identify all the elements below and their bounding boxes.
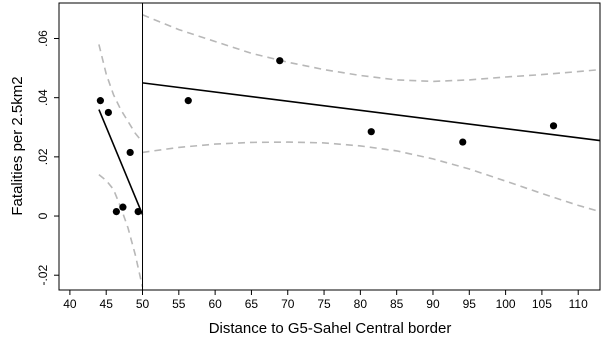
y-tick-label: .06 [36, 30, 50, 47]
data-point [134, 207, 142, 216]
x-tick-label: 40 [63, 297, 77, 311]
plot-frame [58, 2, 601, 291]
y-tick-label: -.02 [36, 265, 50, 286]
x-tick-label: 100 [496, 297, 516, 311]
x-axis-title: Distance to G5-Sahel Central border [209, 320, 452, 337]
data-point [459, 138, 467, 146]
x-tick-label: 85 [390, 297, 404, 311]
fit-lines [98, 82, 601, 215]
x-tick-label: 70 [281, 297, 295, 311]
x-tick-label: 75 [317, 297, 331, 311]
data-point [119, 203, 127, 211]
data-point [549, 122, 558, 130]
y-tick-label: 0 [36, 212, 50, 219]
fit-line-left [98, 109, 144, 215]
data-point [367, 128, 375, 136]
data-point [276, 57, 284, 65]
x-axis: 40 45 50 55 60 65 70 75 80 85 90 95 100 105 110 [63, 290, 588, 311]
data-point [104, 108, 112, 117]
x-tick-label: 90 [426, 297, 440, 311]
x-tick-label: 50 [136, 297, 150, 311]
x-tick-label: 55 [172, 297, 186, 311]
y-axis: -.02 0 .02 .04 .06 [36, 30, 59, 286]
x-tick-label: 45 [100, 297, 114, 311]
data-point [126, 148, 134, 157]
x-tick-label: 105 [532, 297, 552, 311]
data-point [184, 97, 192, 105]
x-tick-label: 60 [208, 297, 222, 311]
y-axis-title: Fatalities per 2.5km2 [9, 76, 26, 215]
x-tick-label: 95 [463, 297, 477, 311]
ci-right-upper [142, 14, 601, 83]
fit-line-right [142, 82, 601, 142]
data-points [96, 57, 558, 216]
x-tick-label: 80 [354, 297, 368, 311]
ci-left-lower [98, 173, 144, 288]
y-tick-label: .02 [36, 148, 50, 165]
ci-right-lower [142, 141, 601, 213]
y-tick-label: .04 [36, 89, 50, 106]
x-tick-label: 65 [245, 297, 259, 311]
ci-left-upper [98, 44, 144, 143]
data-point [112, 207, 120, 216]
x-tick-label: 110 [569, 297, 588, 311]
confidence-bands [98, 14, 601, 288]
data-point [96, 97, 104, 105]
